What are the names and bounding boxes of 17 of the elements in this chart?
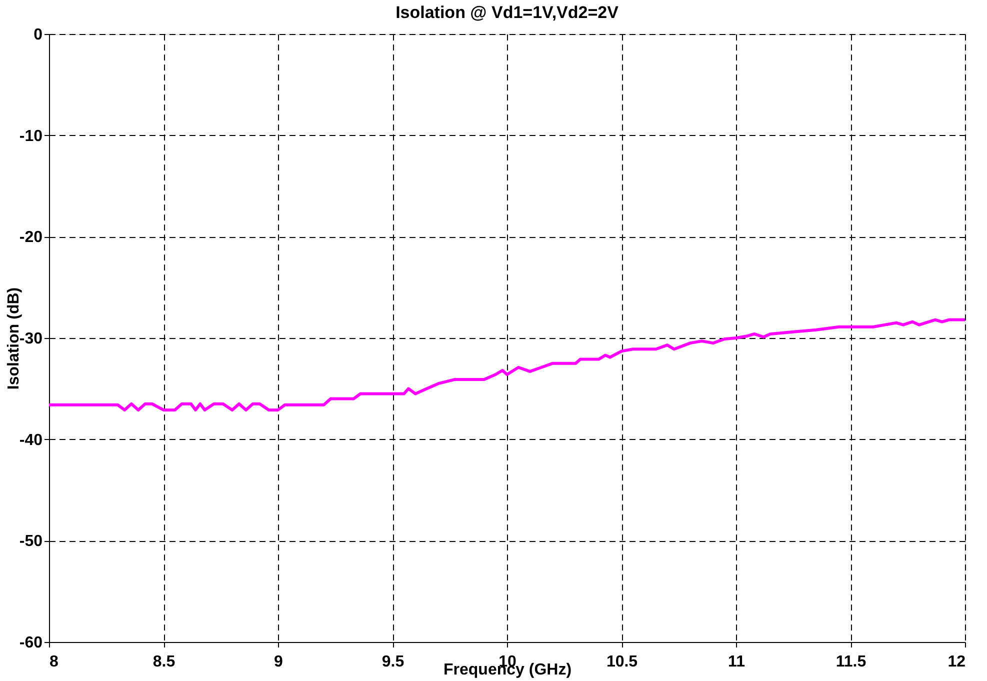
- y-tick-label: -10: [19, 128, 43, 145]
- line-series: [48, 318, 966, 412]
- y-tick-label: 0: [34, 26, 43, 44]
- x-tick-label: 8.5: [152, 654, 176, 670]
- x-tick-label: 8: [50, 654, 58, 670]
- y-tick-label: -40: [19, 432, 43, 449]
- x-tick-label: 11: [728, 654, 746, 670]
- y-tick-label: -20: [19, 229, 43, 246]
- y-tick-label: -30: [19, 330, 43, 348]
- chart-title: Isolation @ Vd1=1V,Vd2=2V: [396, 3, 620, 22]
- x-tick-label: 9: [274, 654, 284, 670]
- x-tick-label: 10.5: [606, 654, 638, 670]
- y-tick-label: -50: [19, 533, 43, 550]
- y-tick-label: -60: [19, 634, 43, 652]
- x-tick-label: 12: [948, 654, 966, 670]
- x-tick-label: 11.5: [836, 654, 866, 670]
- x-tick-label: 9.5: [382, 654, 404, 670]
